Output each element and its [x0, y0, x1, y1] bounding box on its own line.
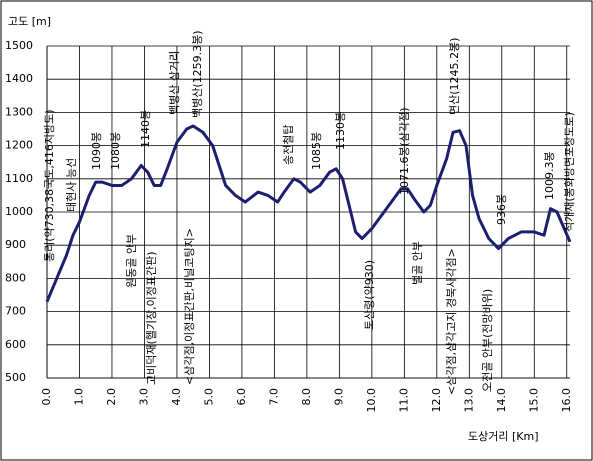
- annotation: 원동골 안부: [125, 234, 138, 288]
- y-tick-label: 1300: [5, 105, 33, 118]
- annotation: 송전철탑: [282, 125, 295, 165]
- annotation: 벌골 안부: [411, 241, 424, 285]
- annotation: 석개재(봉화방면포장도로): [563, 112, 576, 232]
- y-tick-label: 500: [5, 371, 26, 384]
- annotation: 토산령(약930): [362, 260, 376, 330]
- x-tick-label: 15.0: [527, 388, 540, 413]
- x-tick-label: 3.0: [137, 388, 150, 406]
- y-tick-label: 700: [5, 305, 26, 318]
- annotation: 통리(약730,38국도,416지방도): [42, 109, 56, 262]
- annotation: 고비덕재(헬기장,이정표간판): [145, 251, 158, 385]
- annotation: 태현사 능선: [65, 158, 78, 212]
- x-tick-label: 14.0: [495, 388, 508, 413]
- x-tick-label: 6.0: [235, 388, 248, 406]
- y-tick-label: 1500: [5, 39, 33, 52]
- annotation: 1130봉: [334, 112, 347, 150]
- x-tick-label: 8.0: [300, 388, 313, 406]
- y-axis-label: 고도 [m]: [8, 15, 51, 28]
- y-tick-label: 1100: [5, 172, 33, 185]
- x-tick-label: 13.0: [462, 388, 475, 413]
- annotation: 1090봉: [90, 132, 103, 170]
- annotation: 오전골 안부(전망바위): [481, 289, 494, 392]
- x-tick-label: 16.0: [560, 388, 573, 413]
- annotation: 1085봉: [310, 132, 323, 170]
- annotation: 936봉: [495, 194, 508, 225]
- elevation-line: [45, 124, 572, 303]
- x-tick-label: 0.0: [40, 388, 53, 406]
- annotation: <삼각점,삼각고지 경북사각점>: [445, 248, 458, 395]
- y-tick-label: 600: [5, 338, 26, 351]
- x-tick-label: 5.0: [202, 388, 215, 406]
- annotation: <삼각점,이정표간판,비닐코팅지>: [183, 228, 196, 385]
- x-tick-label: 11.0: [397, 388, 410, 413]
- annotation: 면산(1245.2봉): [448, 38, 461, 115]
- y-tick-label: 1200: [5, 139, 33, 152]
- x-tick-label: 12.0: [430, 388, 443, 413]
- y-tick-label: 1400: [5, 72, 33, 85]
- annotation: 1080봉: [109, 132, 122, 170]
- x-tick-label: 7.0: [267, 388, 280, 406]
- y-tick-label: 900: [5, 238, 26, 251]
- x-tick-label: 10.0: [365, 388, 378, 413]
- y-tick-label: 1000: [5, 205, 33, 218]
- annotation: 백병산(1259.3봉): [191, 30, 204, 118]
- annotation: 1140봉: [139, 110, 152, 148]
- x-tick-label: 9.0: [332, 388, 345, 406]
- annotation: 백병산 삼거리: [168, 51, 181, 115]
- x-tick-label: 2.0: [105, 388, 118, 406]
- y-tick-label: 800: [5, 271, 26, 284]
- x-tick-label: 4.0: [170, 388, 183, 406]
- annotation: 1009.3봉: [543, 151, 556, 200]
- x-axis-label: 도상거리 [Km]: [468, 430, 539, 443]
- x-tick-label: 1.0: [72, 388, 85, 406]
- annotation: 1071.6봉(삼각점): [398, 107, 411, 195]
